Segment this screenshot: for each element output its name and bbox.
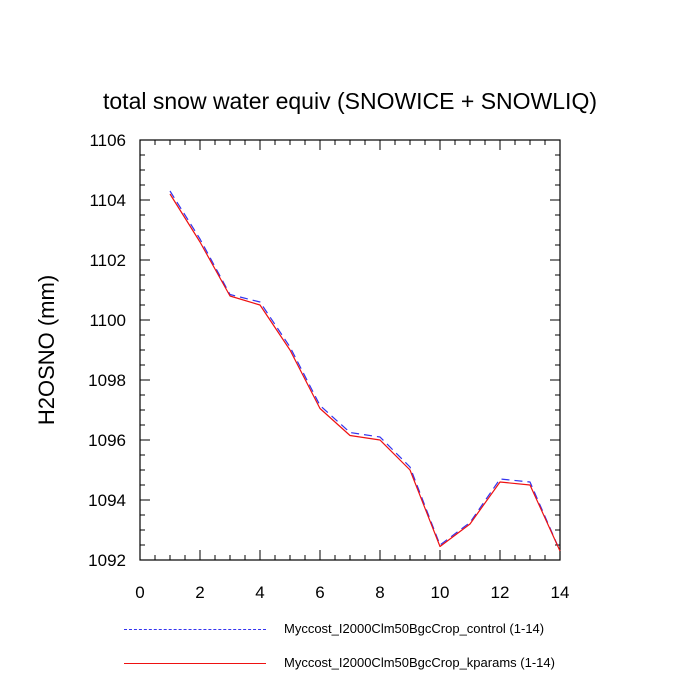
y-tick-label: 1096 bbox=[88, 431, 126, 450]
y-tick-label: 1098 bbox=[88, 371, 126, 390]
y-tick-label: 1094 bbox=[88, 491, 126, 510]
series-line-kparams bbox=[169, 193, 561, 552]
y-tick-label: 1092 bbox=[88, 551, 126, 570]
chart-title: total snow water equiv (SNOWICE + SNOWLI… bbox=[103, 88, 597, 114]
x-tick-label: 2 bbox=[195, 583, 204, 602]
y-tick-label: 1104 bbox=[89, 191, 126, 210]
x-tick-label: 14 bbox=[551, 583, 570, 602]
series-lines bbox=[169, 190, 561, 552]
x-tick-label: 8 bbox=[375, 583, 384, 602]
y-tick-label: 1106 bbox=[89, 131, 126, 150]
y-tick-label: 1100 bbox=[89, 311, 126, 330]
y-tick-label: 1102 bbox=[89, 251, 126, 270]
axes bbox=[139, 139, 561, 561]
plot-frame bbox=[139, 139, 561, 561]
x-tick-label: 6 bbox=[315, 583, 324, 602]
series-line-control bbox=[169, 190, 561, 552]
tick-labels: 0 2 4 6 8 10 12 14 1092 1094 1096 1098 1100 1102 1104 1… bbox=[88, 131, 569, 602]
x-tick-label: 4 bbox=[255, 583, 264, 602]
x-tick-label: 0 bbox=[135, 583, 144, 602]
x-tick-label: 10 bbox=[431, 583, 450, 602]
x-tick-label: 12 bbox=[491, 583, 510, 602]
